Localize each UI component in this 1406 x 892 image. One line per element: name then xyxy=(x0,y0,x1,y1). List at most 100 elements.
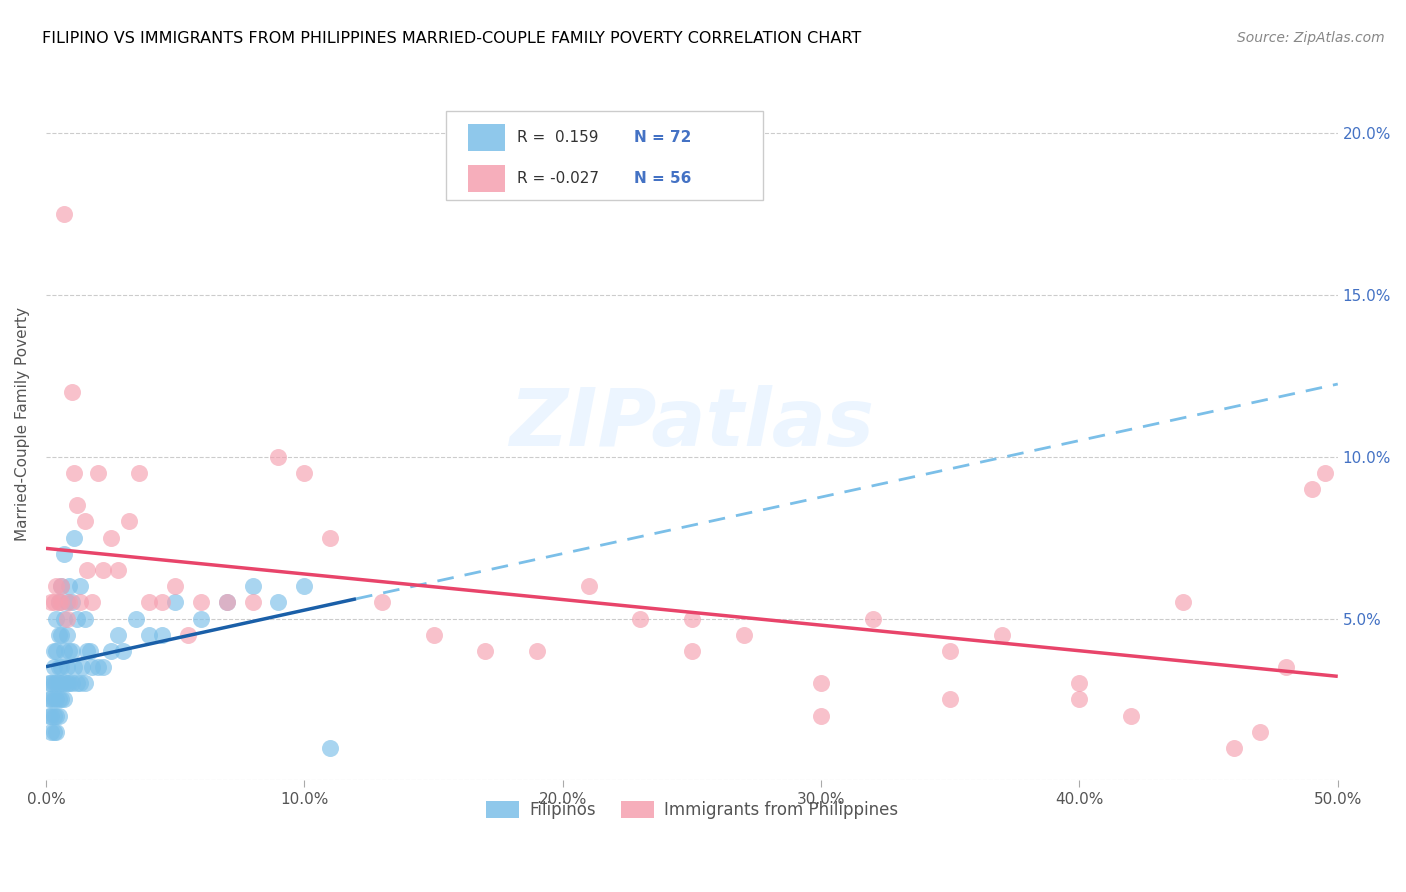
Point xyxy=(45,579,67,593)
Point xyxy=(51,595,73,609)
Point xyxy=(38,708,60,723)
Point xyxy=(55,660,77,674)
Point xyxy=(117,515,139,529)
Point xyxy=(45,724,67,739)
Point xyxy=(86,660,108,674)
Point xyxy=(681,611,703,625)
Point xyxy=(58,579,80,593)
Point xyxy=(991,628,1014,642)
Point xyxy=(51,660,73,674)
Point xyxy=(242,595,264,609)
Point xyxy=(1223,741,1246,756)
Point xyxy=(292,466,315,480)
Point xyxy=(474,644,496,658)
Point xyxy=(215,595,238,609)
Point xyxy=(58,644,80,658)
Point xyxy=(60,385,83,400)
Point xyxy=(42,692,65,706)
Point xyxy=(60,595,83,609)
Point xyxy=(79,644,101,658)
Point xyxy=(58,676,80,690)
Point xyxy=(371,595,394,609)
Point xyxy=(1069,676,1091,690)
Point xyxy=(45,676,67,690)
Bar xyxy=(468,124,505,152)
Point xyxy=(177,628,200,642)
Point xyxy=(63,466,86,480)
Text: ZIPatlas: ZIPatlas xyxy=(509,385,875,464)
Point xyxy=(39,595,62,609)
Point xyxy=(1301,482,1323,496)
Text: R = -0.027: R = -0.027 xyxy=(517,171,599,186)
Point xyxy=(53,692,76,706)
Point xyxy=(60,676,83,690)
Point xyxy=(1249,724,1271,739)
Point xyxy=(242,579,264,593)
Point xyxy=(292,579,315,593)
Point xyxy=(1171,595,1194,609)
Point xyxy=(69,595,91,609)
Point xyxy=(51,628,73,642)
Point xyxy=(91,563,114,577)
Point xyxy=(526,644,548,658)
Text: R =  0.159: R = 0.159 xyxy=(517,130,599,145)
Point xyxy=(810,708,832,723)
Legend: Filipinos, Immigrants from Philippines: Filipinos, Immigrants from Philippines xyxy=(479,794,904,825)
Point xyxy=(51,579,73,593)
Point xyxy=(66,676,89,690)
Point xyxy=(38,676,60,690)
Point xyxy=(53,207,76,221)
Point xyxy=(39,676,62,690)
Point xyxy=(107,563,129,577)
Point xyxy=(73,611,96,625)
Point xyxy=(48,595,70,609)
Point xyxy=(939,692,962,706)
Point xyxy=(422,628,444,642)
Point xyxy=(45,692,67,706)
Point xyxy=(53,611,76,625)
Point xyxy=(58,595,80,609)
Point xyxy=(69,579,91,593)
Point xyxy=(91,660,114,674)
Point xyxy=(82,595,104,609)
Point xyxy=(48,692,70,706)
FancyBboxPatch shape xyxy=(447,112,763,200)
Bar xyxy=(468,165,505,192)
Point xyxy=(53,676,76,690)
Point xyxy=(76,563,98,577)
Point xyxy=(267,450,290,464)
Text: Source: ZipAtlas.com: Source: ZipAtlas.com xyxy=(1237,31,1385,45)
Point xyxy=(55,676,77,690)
Point xyxy=(51,692,73,706)
Point xyxy=(39,724,62,739)
Point xyxy=(190,611,212,625)
Point xyxy=(73,515,96,529)
Point xyxy=(319,531,342,545)
Point xyxy=(42,660,65,674)
Point xyxy=(100,531,122,545)
Point xyxy=(733,628,755,642)
Point xyxy=(60,644,83,658)
Point xyxy=(125,611,148,625)
Point xyxy=(578,579,600,593)
Point xyxy=(150,628,173,642)
Point xyxy=(1275,660,1298,674)
Point xyxy=(45,644,67,658)
Point xyxy=(86,466,108,480)
Y-axis label: Married-Couple Family Poverty: Married-Couple Family Poverty xyxy=(15,308,30,541)
Point xyxy=(48,676,70,690)
Point xyxy=(628,611,651,625)
Point xyxy=(76,644,98,658)
Point xyxy=(810,676,832,690)
Point xyxy=(82,660,104,674)
Point xyxy=(53,547,76,561)
Point xyxy=(48,660,70,674)
Point xyxy=(45,611,67,625)
Point xyxy=(42,644,65,658)
Point xyxy=(128,466,150,480)
Point xyxy=(107,628,129,642)
Point xyxy=(190,595,212,609)
Point xyxy=(138,595,160,609)
Point xyxy=(51,579,73,593)
Point xyxy=(42,708,65,723)
